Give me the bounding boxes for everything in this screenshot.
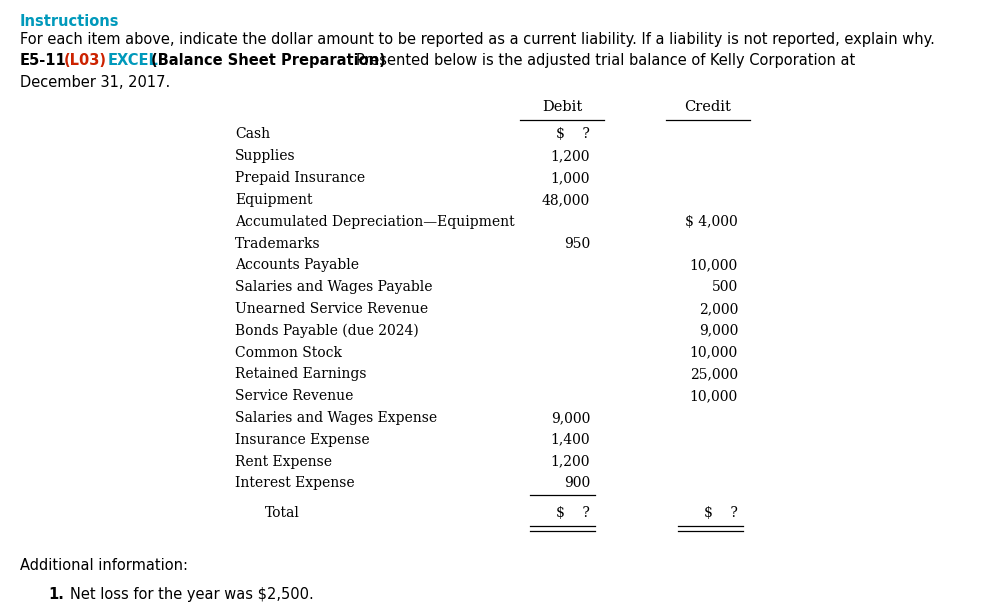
Text: Equipment: Equipment: [235, 193, 312, 207]
Text: 1,400: 1,400: [551, 432, 590, 447]
Text: Salaries and Wages Payable: Salaries and Wages Payable: [235, 280, 433, 294]
Text: Accounts Payable: Accounts Payable: [235, 258, 359, 272]
Text: 1,200: 1,200: [551, 454, 590, 468]
Text: Bonds Payable (due 2024): Bonds Payable (due 2024): [235, 324, 419, 338]
Text: 950: 950: [563, 237, 590, 251]
Text: Accumulated Depreciation—Equipment: Accumulated Depreciation—Equipment: [235, 215, 515, 229]
Text: Credit: Credit: [684, 100, 731, 114]
Text: December 31, 2017.: December 31, 2017.: [20, 76, 171, 90]
Text: 10,000: 10,000: [689, 345, 738, 359]
Text: Interest Expense: Interest Expense: [235, 476, 354, 490]
Text: Rent Expense: Rent Expense: [235, 454, 332, 468]
Text: 10,000: 10,000: [689, 258, 738, 272]
Text: (Balance Sheet Preparation): (Balance Sheet Preparation): [152, 53, 386, 68]
Text: 25,000: 25,000: [689, 367, 738, 381]
Text: 9,000: 9,000: [551, 411, 590, 425]
Text: 9,000: 9,000: [698, 324, 738, 338]
Text: $ 4,000: $ 4,000: [685, 215, 738, 229]
Text: 500: 500: [711, 280, 738, 294]
Text: 48,000: 48,000: [542, 193, 590, 207]
Text: 1.: 1.: [48, 587, 63, 602]
Text: (L03): (L03): [63, 53, 107, 68]
Text: Debit: Debit: [542, 100, 582, 114]
Text: 2,000: 2,000: [698, 302, 738, 316]
Text: Cash: Cash: [235, 127, 270, 142]
Text: Salaries and Wages Expense: Salaries and Wages Expense: [235, 411, 437, 425]
Text: E5-11: E5-11: [20, 53, 66, 68]
Text: $    ?: $ ?: [557, 127, 590, 142]
Text: For each item above, indicate the dollar amount to be reported as a current liab: For each item above, indicate the dollar…: [20, 32, 934, 47]
Text: $    ?: $ ?: [557, 506, 590, 520]
Text: $    ?: $ ?: [704, 506, 738, 520]
Text: Prepaid Insurance: Prepaid Insurance: [235, 171, 365, 185]
Text: Total: Total: [265, 506, 300, 520]
Text: Common Stock: Common Stock: [235, 345, 342, 359]
Text: Instructions: Instructions: [20, 14, 119, 29]
Text: Unearned Service Revenue: Unearned Service Revenue: [235, 302, 429, 316]
Text: Retained Earnings: Retained Earnings: [235, 367, 366, 381]
Text: Additional information:: Additional information:: [20, 558, 188, 573]
Text: 900: 900: [563, 476, 590, 490]
Text: Supplies: Supplies: [235, 149, 296, 163]
Text: 10,000: 10,000: [689, 389, 738, 403]
Text: 1,200: 1,200: [551, 149, 590, 163]
Text: Service Revenue: Service Revenue: [235, 389, 353, 403]
Text: 1,000: 1,000: [551, 171, 590, 185]
Text: Net loss for the year was $2,500.: Net loss for the year was $2,500.: [70, 587, 313, 602]
Text: EXCEL: EXCEL: [107, 53, 159, 68]
Text: Presented below is the adjusted trial balance of Kelly Corporation at: Presented below is the adjusted trial ba…: [356, 53, 855, 68]
Text: Insurance Expense: Insurance Expense: [235, 432, 370, 447]
Text: Trademarks: Trademarks: [235, 237, 320, 251]
